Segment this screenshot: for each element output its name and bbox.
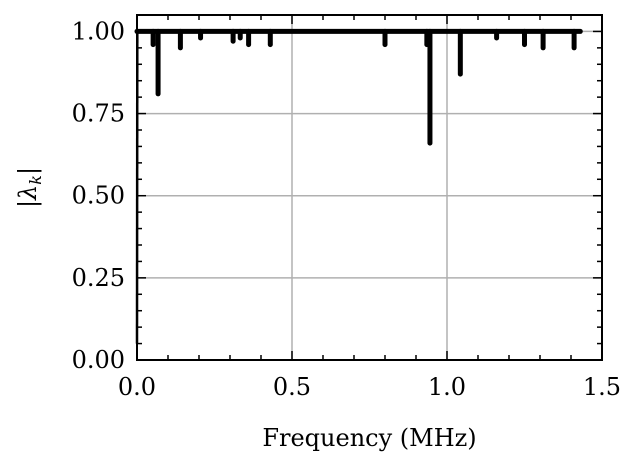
- plot-frame: [136, 14, 603, 361]
- ticks: [136, 15, 603, 361]
- x-tick-label: 1.0: [428, 373, 466, 401]
- x-tick-label: 0.0: [118, 373, 156, 401]
- y-tick-label: 0.00: [72, 346, 125, 374]
- y-tick-label: 0.75: [72, 100, 125, 128]
- y-tick-label: 1.00: [72, 17, 125, 45]
- series-layer: [134, 28, 583, 344]
- grid: [137, 15, 602, 360]
- y-axis-label: |λk|: [14, 167, 45, 208]
- x-axis-label: Frequency (MHz): [262, 424, 476, 452]
- x-tick-label: 0.5: [273, 373, 311, 401]
- tick-labels: 0.0 0.5 1.0 1.5 0.00 0.25 0.50 0.75 1.00: [72, 17, 622, 401]
- x-tick-label: 1.5: [583, 373, 621, 401]
- y-tick-label: 0.25: [72, 264, 125, 292]
- y-tick-label: 0.50: [72, 182, 125, 210]
